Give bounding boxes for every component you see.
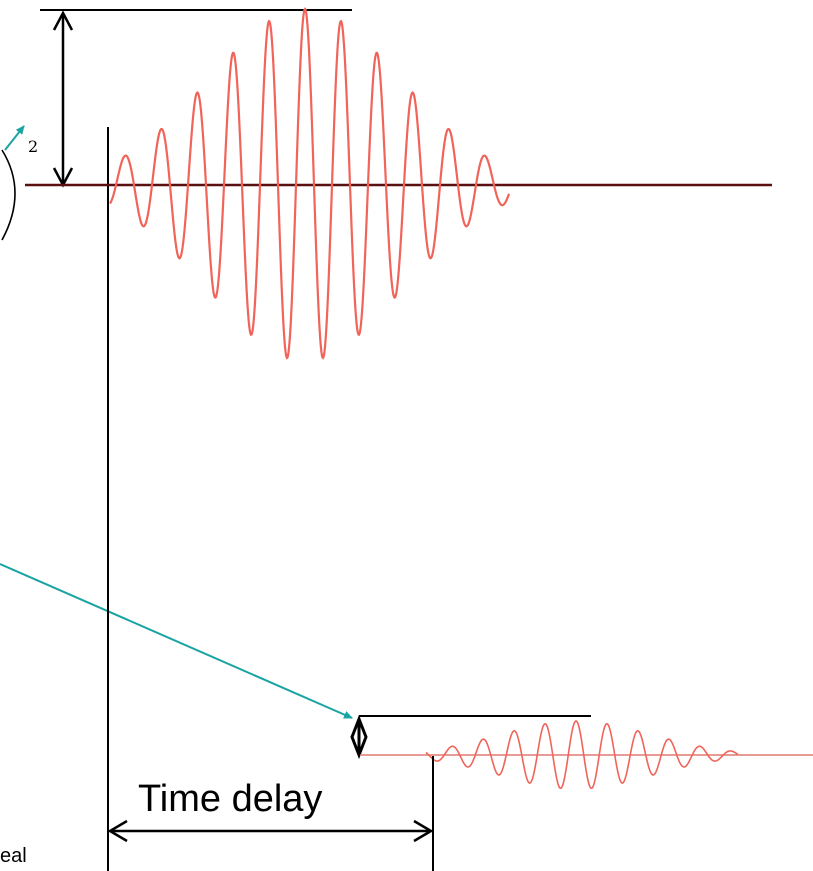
bracket-fragment xyxy=(1,149,16,241)
time-delay-arrow-head-right xyxy=(413,819,434,843)
exponent-label: 2 xyxy=(28,137,38,156)
echo-amplitude-marker xyxy=(350,714,368,760)
pointer-arrow-upper xyxy=(4,125,25,151)
time-delay-arrow-head-left xyxy=(107,819,128,843)
cut-off-label: eal xyxy=(0,845,27,867)
pointer-arrow-lower xyxy=(0,563,353,719)
time-delay-label: Time delay xyxy=(138,778,322,820)
amplitude-arrow-head-up xyxy=(52,10,74,31)
received-echo-pulse xyxy=(425,720,739,790)
transmitted-pulse xyxy=(109,7,511,360)
